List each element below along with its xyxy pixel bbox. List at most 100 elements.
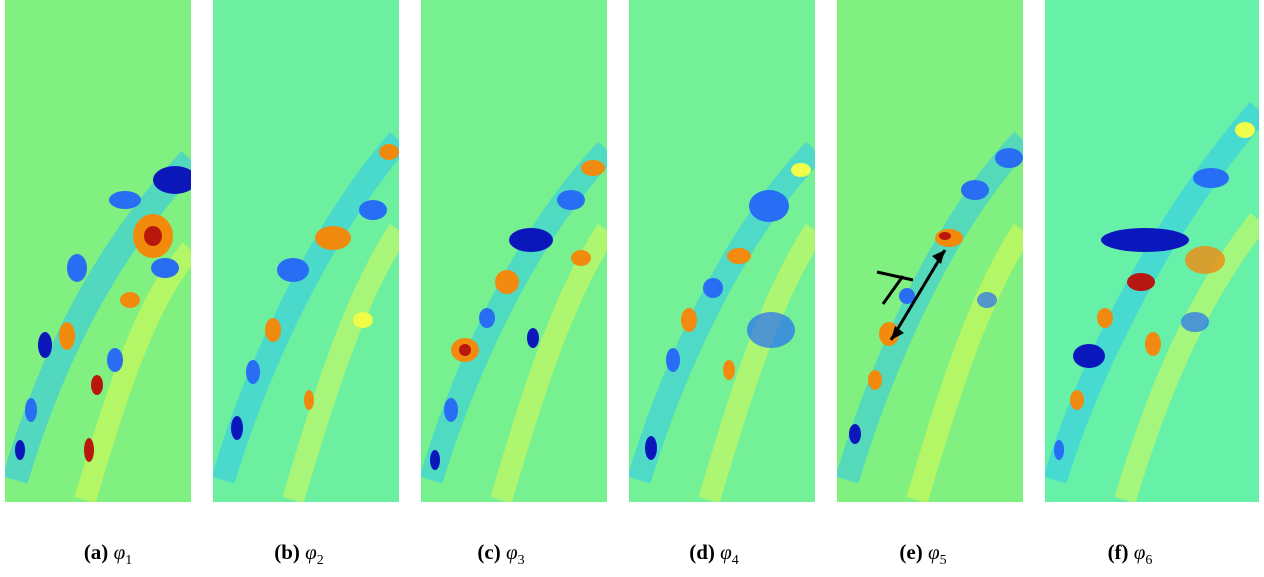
caption-letter: (f) (1107, 540, 1129, 564)
vortex-structure (91, 375, 103, 395)
arrow-head-icon (932, 250, 945, 264)
vortex-structure (265, 318, 281, 342)
vortex-structure (459, 344, 471, 356)
vortex-structure (1054, 440, 1064, 460)
vortex-structure (791, 163, 811, 177)
vortex-structure (151, 258, 179, 278)
caption-d: (d) φ4 (614, 540, 814, 569)
caption-symbol: φ (720, 540, 732, 564)
mode-panel-f (1045, 0, 1259, 502)
mode-panel-c (421, 0, 607, 502)
caption-symbol: φ (505, 540, 518, 564)
vortex-structure (939, 232, 951, 240)
wavelength-annotation (876, 249, 947, 341)
vortex-structure (961, 180, 989, 200)
vortex-structure (107, 348, 123, 372)
vortex-structure (879, 322, 899, 346)
caption-symbol: φ (113, 540, 126, 564)
caption-index: 3 (517, 553, 525, 569)
vortex-structure (359, 200, 387, 220)
vortex-structure (15, 440, 25, 460)
vortex-structure (246, 360, 260, 384)
shear-layer-band (421, 141, 607, 484)
caption-letter: (e) (899, 540, 923, 564)
vortex-structure (59, 322, 75, 350)
caption-index: 2 (316, 553, 324, 569)
caption-symbol: φ (1133, 540, 1146, 564)
mode-field-image (213, 0, 399, 502)
vortex-structure (899, 288, 915, 304)
vortex-structure (109, 191, 141, 209)
mode-field-image (837, 0, 1023, 502)
shear-layer-band (1045, 102, 1259, 484)
vortex-structure (479, 308, 495, 328)
vortex-structure (527, 328, 539, 348)
shear-layer-band (5, 151, 191, 484)
field-background (629, 0, 815, 502)
shear-layer-band (282, 223, 399, 502)
mode-panel-b (213, 0, 399, 502)
caption-symbol: φ (927, 540, 940, 564)
shear-layer-band (837, 131, 1023, 484)
vortex-structure (1181, 312, 1209, 332)
vortex-structure (868, 370, 882, 390)
field-background (213, 0, 399, 502)
shear-layer-band (698, 223, 815, 502)
vortex-structure (681, 308, 697, 332)
vortex-structure (495, 270, 519, 294)
vortex-structure (1097, 308, 1113, 328)
vortex-structure (38, 332, 52, 358)
vortex-structure (703, 278, 723, 298)
vortex-structure (444, 398, 458, 422)
arrow-head-icon (891, 326, 904, 340)
vortex-structure (379, 144, 399, 160)
caption-letter: (d) (689, 540, 715, 564)
vortex-structure (666, 348, 680, 372)
vortex-structure (509, 228, 553, 252)
vortex-structure (67, 254, 87, 282)
mode-field-image (5, 0, 191, 502)
field-background (837, 0, 1023, 502)
shear-layer-band (906, 223, 1023, 502)
double-arrow (889, 249, 947, 341)
caption-letter: (b) (274, 540, 300, 564)
vortex-structure (84, 438, 94, 462)
vortex-structure (231, 416, 243, 440)
vortex-structure (1235, 122, 1255, 138)
vortex-structure (277, 258, 309, 282)
caption-b: (b) φ2 (199, 540, 399, 569)
caption-index: 1 (125, 553, 133, 569)
caption-index: 4 (731, 553, 739, 569)
vortex-structure (1145, 332, 1161, 356)
mode-panel-e (837, 0, 1023, 502)
vortex-structure (25, 398, 37, 422)
vortex-structure (747, 312, 795, 348)
caption-a: (a) φ1 (8, 540, 208, 569)
vortex-structure (1193, 168, 1229, 188)
vortex-structure (849, 424, 861, 444)
vortex-structure (645, 436, 657, 460)
lambda-symbol-icon (876, 270, 914, 305)
vortex-structure (723, 360, 735, 380)
vortex-structure (153, 166, 191, 194)
caption-f: (f) φ6 (1030, 540, 1230, 569)
shear-layer-band (1114, 213, 1259, 502)
vortex-structure (1070, 390, 1084, 410)
vortex-structure (144, 226, 162, 246)
mode-field-image (629, 0, 815, 502)
caption-e: (e) φ5 (823, 540, 1023, 569)
vortex-structure (557, 190, 585, 210)
vortex-structure (1101, 228, 1189, 252)
vortex-structure (315, 226, 351, 250)
mode-field-image (1045, 0, 1259, 502)
caption-index: 6 (1145, 553, 1153, 569)
vortex-structure (727, 248, 751, 264)
vortex-structure (353, 312, 373, 328)
vortex-structure (1073, 344, 1105, 368)
vortex-structure (995, 148, 1023, 168)
mode-panel-d (629, 0, 815, 502)
caption-symbol: φ (305, 540, 317, 564)
caption-letter: (a) (83, 540, 109, 564)
vortex-structure (977, 292, 997, 308)
vortex-structure (1127, 273, 1155, 291)
